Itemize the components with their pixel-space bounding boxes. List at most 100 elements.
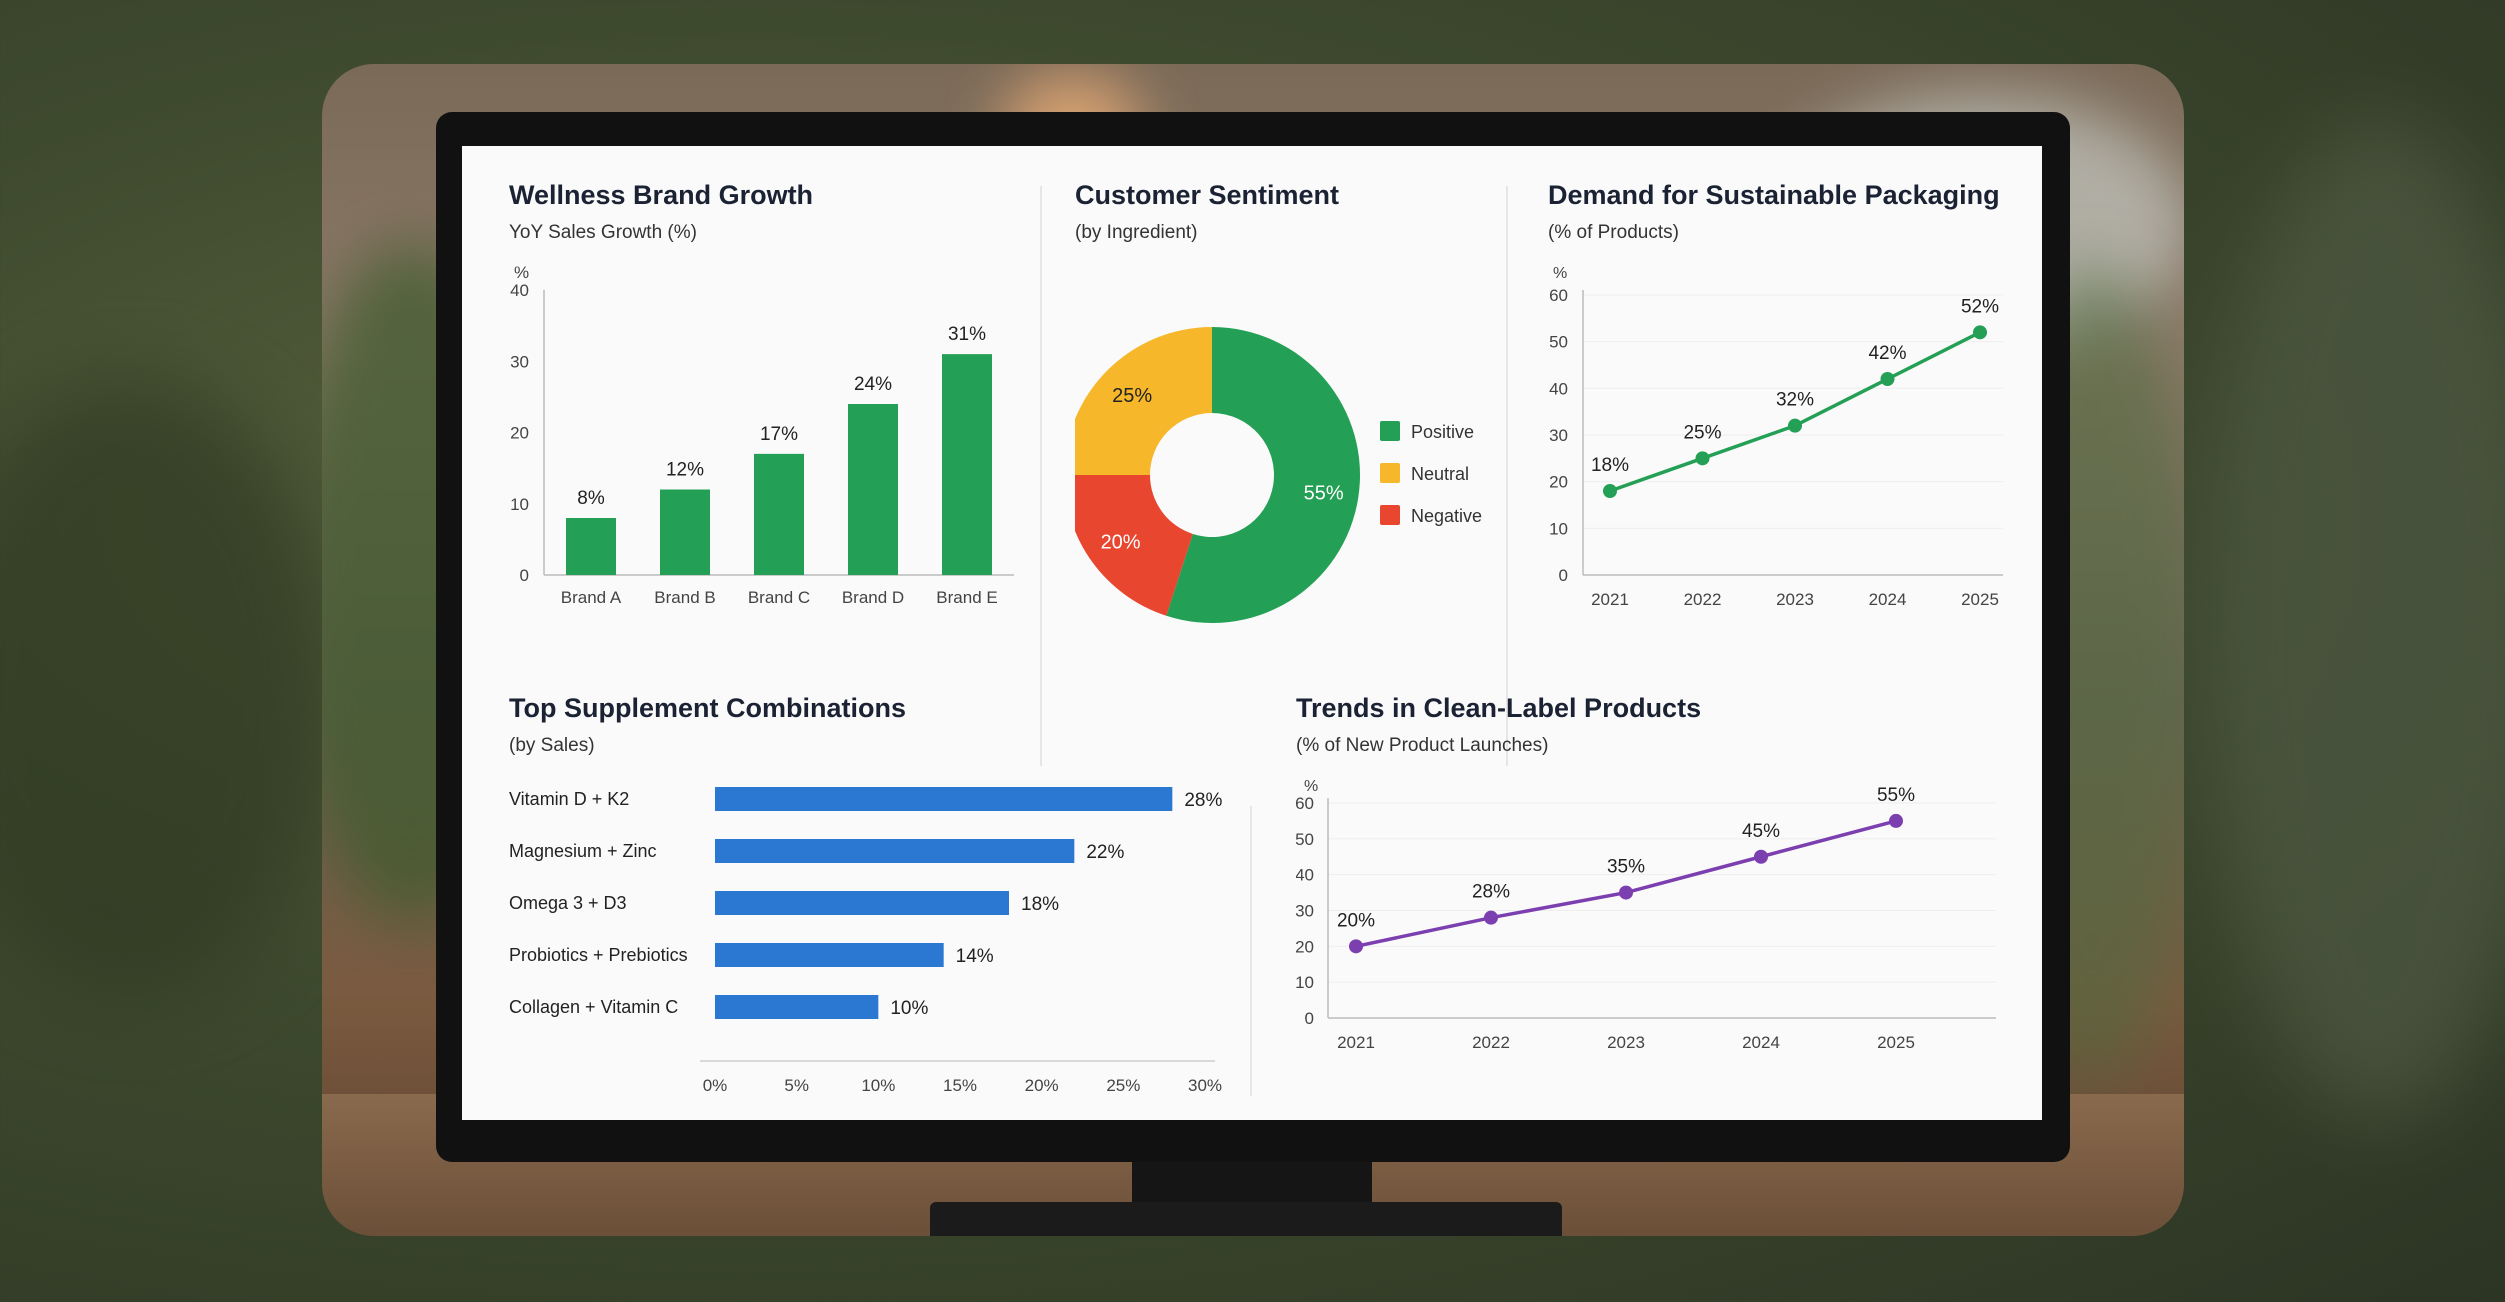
y-tick-label: 30 xyxy=(1296,902,1314,921)
chart-title: Demand for Sustainable Packaging xyxy=(1548,180,2000,210)
bar-chart: % 0 10 20 30 40 8% Brand A 12% Brand B 17% Brand C 2… xyxy=(510,263,1014,607)
y-tick-label: 40 xyxy=(1549,379,1568,398)
x-tick-label: 2021 xyxy=(1337,1033,1375,1052)
y-tick-label: 30 xyxy=(510,352,529,371)
x-tick-label: Brand B xyxy=(654,588,715,607)
chart-title: Trends in Clean-Label Products xyxy=(1296,693,1702,723)
background-blur xyxy=(0,380,340,1000)
y-tick-label: 20 xyxy=(1549,473,1568,492)
panel-sentiment: Customer Sentiment (by Ingredient) 55% 20… xyxy=(1075,180,1495,700)
x-tick-label: 15% xyxy=(943,1076,977,1095)
y-tick-label: 10 xyxy=(1549,519,1568,538)
y-tick-label: 50 xyxy=(1296,830,1314,849)
data-point xyxy=(1695,451,1710,466)
data-label: 55% xyxy=(1877,785,1915,806)
y-tick-label: 20 xyxy=(1296,937,1314,956)
dashboard-screen: Wellness Brand Growth YoY Sales Growth (… xyxy=(462,146,2042,1120)
y-unit-label: % xyxy=(514,263,529,282)
chart-subtitle: (by Sales) xyxy=(509,735,595,756)
y-tick-label: 0 xyxy=(1559,566,1568,585)
chart-subtitle: YoY Sales Growth (%) xyxy=(509,222,697,243)
data-point xyxy=(1973,325,1987,340)
y-tick-label: 20 xyxy=(510,424,529,443)
bar xyxy=(660,489,710,575)
bar xyxy=(715,891,1009,915)
x-tick-label: 30% xyxy=(1188,1076,1222,1095)
pie-slice xyxy=(1166,327,1360,623)
donut-chart: 55% 20% 25% Positive Neutral Negative xyxy=(1075,327,1482,623)
data-point xyxy=(1880,372,1895,386)
data-label: 8% xyxy=(577,488,605,509)
panel-packaging: Demand for Sustainable Packaging (% of P… xyxy=(1548,180,2018,700)
data-point xyxy=(1619,885,1633,900)
legend-label: Positive xyxy=(1411,422,1474,442)
y-unit-label: % xyxy=(1304,778,1318,795)
chart-title: Wellness Brand Growth xyxy=(509,180,814,210)
x-tick-label: 2022 xyxy=(1472,1033,1510,1052)
x-tick-label: 25% xyxy=(1106,1076,1140,1095)
data-label: 31% xyxy=(948,324,986,345)
chart-subtitle: (% of Products) xyxy=(1548,222,1679,243)
line-chart: % 0 10 20 30 40 50 60 20% 2021 28% 2022 35% 2023 45% 20… xyxy=(1296,778,1996,1052)
x-tick-label: 20% xyxy=(1025,1076,1059,1095)
x-tick-label: 2024 xyxy=(1742,1033,1780,1052)
data-label: 32% xyxy=(1776,390,1814,411)
bar xyxy=(715,943,944,967)
chart-title: Customer Sentiment xyxy=(1075,180,1340,210)
category-label: Vitamin D + K2 xyxy=(509,789,629,809)
horizontal-bar-chart: Vitamin D + K2 28% Magnesium + Zinc 22% Omeg… xyxy=(509,787,1222,1095)
y-tick-label: 40 xyxy=(1296,866,1314,885)
x-tick-label: Brand A xyxy=(561,588,622,607)
background-blur xyxy=(2200,120,2505,1120)
y-tick-label: 60 xyxy=(1296,794,1314,813)
data-label: 52% xyxy=(1961,296,1999,317)
bar xyxy=(566,518,616,575)
data-point xyxy=(1484,910,1498,925)
data-label: 28% xyxy=(1184,790,1222,811)
panel-supplements: Top Supplement Combinations (by Sales) V… xyxy=(509,693,1249,1113)
pie-slice xyxy=(1075,475,1193,616)
y-tick-label: 10 xyxy=(510,495,529,514)
data-label: 18% xyxy=(1591,455,1629,476)
data-point xyxy=(1788,418,1802,433)
data-label: 28% xyxy=(1472,882,1510,903)
data-label: 18% xyxy=(1021,894,1059,915)
chart-subtitle: (% of New Product Launches) xyxy=(1296,735,1549,756)
data-label: 45% xyxy=(1742,821,1780,842)
category-label: Collagen + Vitamin C xyxy=(509,997,678,1017)
bar xyxy=(754,453,804,575)
chart-title: Top Supplement Combinations xyxy=(509,693,906,723)
bar xyxy=(715,839,1075,863)
x-tick-label: 2022 xyxy=(1684,590,1722,609)
data-label: 42% xyxy=(1868,343,1906,364)
data-label: 35% xyxy=(1607,857,1645,878)
slice-label: 55% xyxy=(1304,483,1344,505)
legend-swatch xyxy=(1380,463,1400,483)
x-tick-label: Brand D xyxy=(842,588,904,607)
bar xyxy=(848,404,898,575)
x-tick-label: 2025 xyxy=(1877,1033,1915,1052)
category-label: Magnesium + Zinc xyxy=(509,841,657,861)
data-label: 17% xyxy=(760,424,798,445)
x-tick-label: 2023 xyxy=(1607,1033,1645,1052)
x-tick-label: Brand E xyxy=(936,588,997,607)
chart-subtitle: (by Ingredient) xyxy=(1075,222,1198,243)
y-tick-label: 30 xyxy=(1549,426,1568,445)
monitor-stand-base xyxy=(930,1202,1562,1236)
legend-swatch xyxy=(1380,421,1400,441)
x-tick-label: 5% xyxy=(784,1076,809,1095)
legend-label: Negative xyxy=(1411,506,1482,526)
data-point xyxy=(1349,939,1363,954)
panel-brand-growth: Wellness Brand Growth YoY Sales Growth (… xyxy=(509,180,1029,700)
bar xyxy=(715,995,879,1019)
x-tick-label: Brand C xyxy=(748,588,810,607)
legend-label: Neutral xyxy=(1411,464,1469,484)
bar xyxy=(715,787,1173,811)
data-point xyxy=(1889,813,1903,828)
y-tick-label: 50 xyxy=(1549,333,1568,352)
series-line xyxy=(1355,819,1897,949)
x-tick-label: 2023 xyxy=(1776,590,1814,609)
data-label: 14% xyxy=(956,946,994,967)
slice-label: 20% xyxy=(1101,531,1141,553)
x-tick-label: 0% xyxy=(703,1076,728,1095)
